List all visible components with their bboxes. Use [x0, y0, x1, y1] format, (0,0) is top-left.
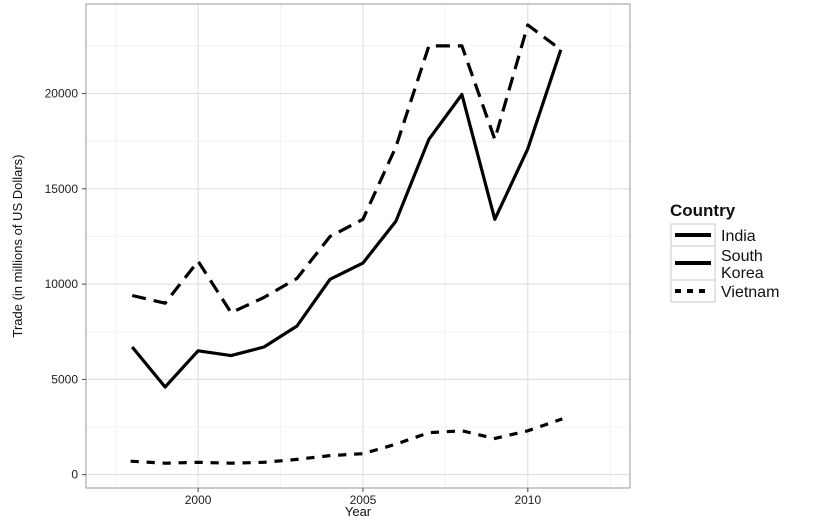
legend: Country India South Korea Vietnam — [670, 201, 779, 303]
x-axis-title: Year — [345, 504, 372, 519]
series-line-india — [130, 49, 563, 389]
y-tick-label: 20000 — [45, 87, 79, 101]
y-axis-title: Trade (in millions of US Dollars) — [10, 154, 25, 337]
y-tick-label: 10000 — [45, 277, 79, 291]
legend-label-vietnam: Vietnam — [721, 284, 779, 301]
series-line-vietnam — [130, 417, 563, 465]
legend-label-india: India — [721, 228, 756, 245]
x-tick-label: 2000 — [185, 493, 212, 507]
series-layer — [130, 23, 563, 465]
y-tick-label: 15000 — [45, 182, 79, 196]
x-tick-label: 2005 — [350, 493, 377, 507]
series-line-south-korea — [131, 23, 562, 315]
x-tick-label: 2010 — [514, 493, 541, 507]
y-tick-label: 5000 — [51, 372, 78, 386]
plot-panel — [85, 3, 631, 489]
legend-title: Country — [670, 201, 736, 220]
y-tick-label: 0 — [71, 468, 78, 482]
axis-ticks: 0 5000 10000 15000 20000 2000 2005 2010 — [45, 87, 542, 507]
grid — [86, 4, 630, 488]
legend-label-south-korea: South Korea — [721, 248, 764, 282]
